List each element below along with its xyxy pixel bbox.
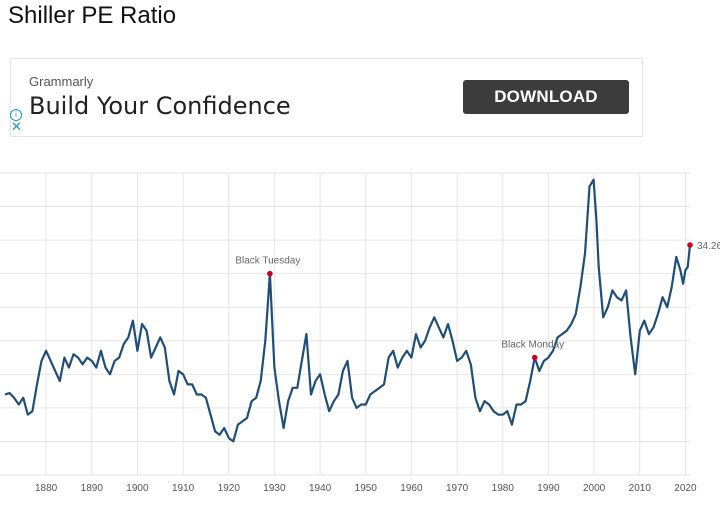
page-title: Shiller PE Ratio: [8, 2, 177, 29]
x-tick-label: 1900: [126, 483, 149, 494]
x-tick-label: 1940: [309, 483, 332, 494]
x-tick-label: 1890: [81, 483, 104, 494]
advertisement-banner[interactable]: Grammarly Build Your Confidence DOWNLOAD…: [10, 58, 643, 137]
last-value-marker: [687, 242, 693, 248]
x-tick-label: 1960: [400, 483, 423, 494]
close-icon[interactable]: ✕: [11, 120, 22, 135]
ad-brand-name[interactable]: Grammarly: [29, 74, 94, 89]
x-tick-label: 1910: [172, 483, 195, 494]
x-tick-label: 1990: [537, 483, 560, 494]
last-value-label: 34.26: [697, 241, 720, 252]
info-icon[interactable]: i: [10, 109, 22, 121]
shiller-pe-line: [4, 178, 692, 443]
shiller-pe-chart: 1880 1890 1900 1910 1920 1930 1940 1950 1960 1970…: [0, 172, 720, 494]
x-tick-label: 2000: [583, 483, 606, 494]
x-tick-label: 1950: [355, 483, 378, 494]
x-tick-label: 1880: [35, 483, 58, 494]
annotation-label: Black Tuesday: [235, 256, 300, 267]
annotation-marker: [531, 354, 538, 361]
x-tick-label: 1980: [492, 483, 515, 494]
x-tick-label: 1920: [218, 483, 241, 494]
x-tick-label: 2020: [674, 483, 697, 494]
x-tick-label: 1930: [263, 483, 286, 494]
annotation-label: Black Monday: [501, 340, 564, 351]
annotation-marker: [267, 270, 273, 277]
x-tick-label: 1970: [446, 483, 469, 494]
x-tick-label: 2010: [629, 483, 652, 494]
download-button[interactable]: DOWNLOAD: [463, 80, 629, 114]
ad-headline[interactable]: Build Your Confidence: [29, 92, 291, 120]
